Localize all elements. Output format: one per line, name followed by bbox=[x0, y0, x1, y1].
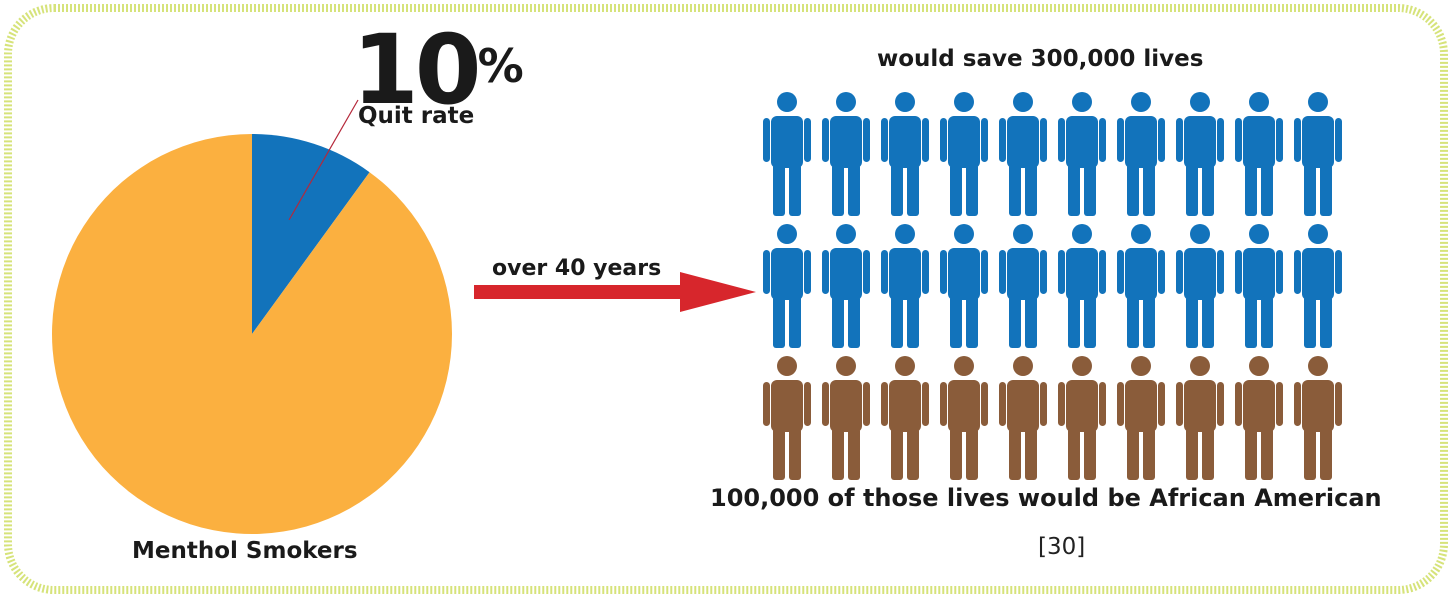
source-citation: [30] bbox=[1038, 534, 1086, 560]
pictogram-grid bbox=[762, 90, 1352, 480]
person-icon bbox=[1175, 354, 1225, 482]
person-icon bbox=[1234, 222, 1284, 350]
person-icon bbox=[880, 90, 930, 218]
person-icon bbox=[821, 354, 871, 482]
person-icon bbox=[998, 222, 1048, 350]
person-icon bbox=[1057, 90, 1107, 218]
pie-caption: Menthol Smokers bbox=[132, 538, 358, 564]
person-icon bbox=[762, 354, 812, 482]
leader-line bbox=[288, 99, 359, 221]
person-icon bbox=[998, 354, 1048, 482]
person-icon bbox=[1116, 90, 1166, 218]
person-icon bbox=[880, 222, 930, 350]
person-icon bbox=[1116, 222, 1166, 350]
person-icon bbox=[1234, 354, 1284, 482]
person-icon bbox=[998, 90, 1048, 218]
person-icon bbox=[1175, 90, 1225, 218]
arrow bbox=[474, 272, 756, 312]
person-icon bbox=[1293, 90, 1343, 218]
arrow-label: over 40 years bbox=[492, 256, 662, 281]
percent-sign: % bbox=[477, 39, 524, 93]
person-icon bbox=[1293, 354, 1343, 482]
person-icon bbox=[1293, 222, 1343, 350]
person-icon bbox=[1057, 222, 1107, 350]
quit-rate-number: 10 bbox=[352, 14, 482, 126]
pie-slice-menthol-smokers bbox=[51, 134, 453, 534]
pictogram-title: would save 300,000 lives bbox=[877, 46, 1204, 72]
arrow-shape bbox=[474, 272, 756, 312]
person-icon bbox=[1116, 354, 1166, 482]
quit-rate-value: 10% bbox=[352, 22, 524, 118]
person-icon bbox=[939, 90, 989, 218]
pie-slice-quit-rate bbox=[252, 134, 370, 334]
person-icon bbox=[1175, 222, 1225, 350]
person-icon bbox=[1234, 90, 1284, 218]
person-icon bbox=[821, 90, 871, 218]
quit-rate-label: Quit rate bbox=[358, 103, 475, 129]
person-icon bbox=[762, 222, 812, 350]
person-icon bbox=[1057, 354, 1107, 482]
person-icon bbox=[939, 354, 989, 482]
person-icon bbox=[821, 222, 871, 350]
person-icon bbox=[880, 354, 930, 482]
person-icon bbox=[762, 90, 812, 218]
person-icon bbox=[939, 222, 989, 350]
pictogram-caption: 100,000 of those lives would be African … bbox=[710, 484, 1382, 512]
